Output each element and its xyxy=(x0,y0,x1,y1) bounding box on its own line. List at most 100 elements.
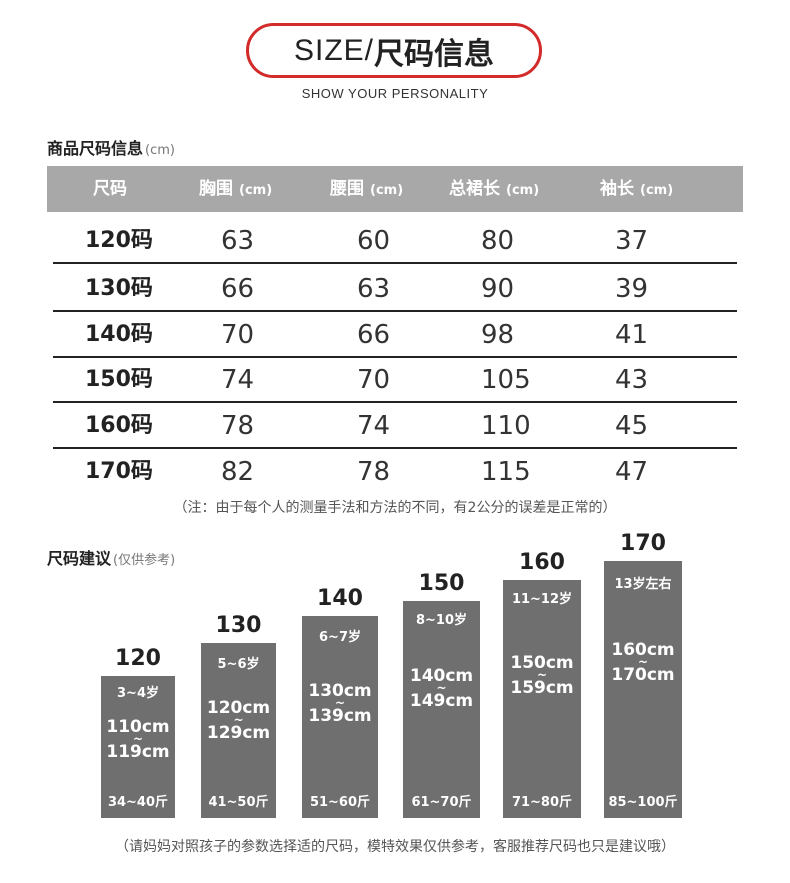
cell-size: 160码 xyxy=(85,413,153,438)
bar-size-label: 120 xyxy=(115,646,161,671)
cell-chest: 70 xyxy=(221,320,255,350)
header-sleeve: 袖长 (cm) xyxy=(600,179,674,199)
cell-waist: 63 xyxy=(357,274,391,304)
size-table-label-text: 商品尺码信息 xyxy=(47,139,144,158)
bar-size-label: 160 xyxy=(519,550,565,575)
subtitle: SHOW YOUR PERSONALITY xyxy=(301,86,489,101)
cell-sleeve: 39 xyxy=(615,274,649,304)
bar-height-range: 110cm ~119cm xyxy=(101,718,175,761)
bar-age: 13岁左右 xyxy=(614,577,672,592)
bar-height-tilde: ~ xyxy=(132,732,144,746)
bar-height-range: 130cm ~139cm xyxy=(302,682,378,725)
bar-size-label: 170 xyxy=(620,531,666,556)
bar-height-from: 110cm xyxy=(106,717,170,737)
row-divider xyxy=(53,356,737,358)
cell-length: 115 xyxy=(481,457,531,487)
row-divider xyxy=(53,310,737,312)
cell-length: 98 xyxy=(481,320,515,350)
cell-waist: 66 xyxy=(357,320,391,350)
size-table-unit: (cm) xyxy=(145,143,175,158)
cell-sleeve: 43 xyxy=(615,365,649,395)
bar-height-tilde: ~ xyxy=(436,681,447,695)
table-row: 120码 63 60 80 37 xyxy=(53,218,737,264)
suggestion-label-text: 尺码建议 xyxy=(47,549,112,568)
row-divider xyxy=(53,262,737,264)
size-bar: 5~6岁 120cm ~129cm 41~50斤 xyxy=(201,643,276,818)
cell-size: 140码 xyxy=(85,322,153,347)
bar-weight: 41~50斤 xyxy=(208,795,269,810)
table-note: （注：由于每个人的测量手法和方法的不同，有2公分的误差是正常的） xyxy=(173,500,617,516)
bar-height-from: 130cm xyxy=(308,681,372,701)
size-bar: 13岁左右 160cm ~170cm 85~100斤 xyxy=(604,561,682,818)
bar-height-to: 149cm xyxy=(409,691,474,711)
bar-weight: 71~80斤 xyxy=(511,795,573,810)
bar-height-range: 120cm ~129cm xyxy=(201,699,276,742)
bar-height-to: 139cm xyxy=(308,706,372,726)
bar-weight: 61~70斤 xyxy=(411,795,472,810)
header-chest: 胸围 (cm) xyxy=(199,179,273,199)
size-table-label: 商品尺码信息 (cm) xyxy=(47,135,175,159)
bar-size-label: 140 xyxy=(317,586,363,611)
cell-sleeve: 37 xyxy=(615,226,649,256)
cell-length: 110 xyxy=(481,411,531,441)
cell-size: 130码 xyxy=(85,276,153,301)
bar-height-to: 129cm xyxy=(206,723,271,743)
cell-length: 90 xyxy=(481,274,515,304)
suggestion-label-note: (仅供参考) xyxy=(113,553,176,568)
bar-age: 8~10岁 xyxy=(415,613,468,628)
bar-height-from: 120cm xyxy=(206,698,271,718)
cell-size: 170码 xyxy=(85,459,153,484)
bar-height-tilde: ~ xyxy=(536,668,548,682)
bar-height-tilde: ~ xyxy=(233,713,244,727)
bar-height-to: 159cm xyxy=(510,678,574,698)
bar-height-to: 170cm xyxy=(611,665,675,685)
cell-waist: 74 xyxy=(357,411,391,441)
size-bar: 8~10岁 140cm ~149cm 61~70斤 xyxy=(403,601,480,818)
title-en: SIZE/ xyxy=(293,33,374,67)
bar-height-from: 150cm xyxy=(510,653,574,673)
title-badge: SIZE/尺码信息 xyxy=(246,23,542,78)
size-bar: 6~7岁 130cm ~139cm 51~60斤 xyxy=(302,616,378,818)
cell-sleeve: 47 xyxy=(615,457,649,487)
row-divider xyxy=(53,401,737,403)
cell-waist: 60 xyxy=(357,226,391,256)
bar-weight: 34~40斤 xyxy=(107,795,169,810)
cell-chest: 74 xyxy=(221,365,255,395)
bar-weight: 85~100斤 xyxy=(608,795,678,810)
cell-length: 80 xyxy=(481,226,515,256)
cell-chest: 78 xyxy=(221,411,255,441)
size-bar: 11~12岁 150cm ~159cm 71~80斤 xyxy=(503,580,581,818)
cell-sleeve: 41 xyxy=(615,320,649,350)
bar-age: 11~12岁 xyxy=(511,592,573,607)
cell-chest: 63 xyxy=(221,226,255,256)
bar-size-label: 130 xyxy=(215,613,262,638)
table-row: 140码 70 66 98 41 xyxy=(53,312,737,358)
bar-size-label: 150 xyxy=(418,571,465,596)
cell-sleeve: 45 xyxy=(615,411,649,441)
row-divider xyxy=(53,447,737,449)
header-size: 尺码 xyxy=(93,179,127,199)
bar-weight: 51~60斤 xyxy=(309,795,371,810)
cell-chest: 66 xyxy=(221,274,255,304)
bar-height-range: 150cm ~159cm xyxy=(503,654,581,697)
header-length: 总裙长 (cm) xyxy=(449,179,540,199)
cell-waist: 78 xyxy=(357,457,391,487)
cell-length: 105 xyxy=(481,365,531,395)
cell-size: 150码 xyxy=(85,367,153,392)
bar-age: 6~7岁 xyxy=(319,630,361,645)
table-row: 130码 66 63 90 39 xyxy=(53,266,737,312)
bar-height-tilde: ~ xyxy=(637,655,649,669)
bar-height-tilde: ~ xyxy=(334,696,346,710)
header-waist: 腰围 (cm) xyxy=(330,179,404,199)
bar-age: 5~6岁 xyxy=(217,657,260,672)
bar-height-to: 119cm xyxy=(106,742,170,762)
title-zh: 尺码信息 xyxy=(374,36,494,72)
table-row: 160码 78 74 110 45 xyxy=(53,403,737,449)
bar-height-range: 160cm ~170cm xyxy=(604,641,682,684)
table-row: 170码 82 78 115 47 xyxy=(53,449,737,495)
bar-height-range: 140cm ~149cm xyxy=(403,667,480,710)
bar-height-from: 140cm xyxy=(409,666,474,686)
footer-note: （请妈妈对照孩子的参数选择适的尺码，模特效果仅供参考，客服推荐尺码也只是建议哦） xyxy=(115,839,675,855)
size-bar: 3~4岁 110cm ~119cm 34~40斤 xyxy=(101,676,175,818)
table-row: 150码 74 70 105 43 xyxy=(53,357,737,403)
